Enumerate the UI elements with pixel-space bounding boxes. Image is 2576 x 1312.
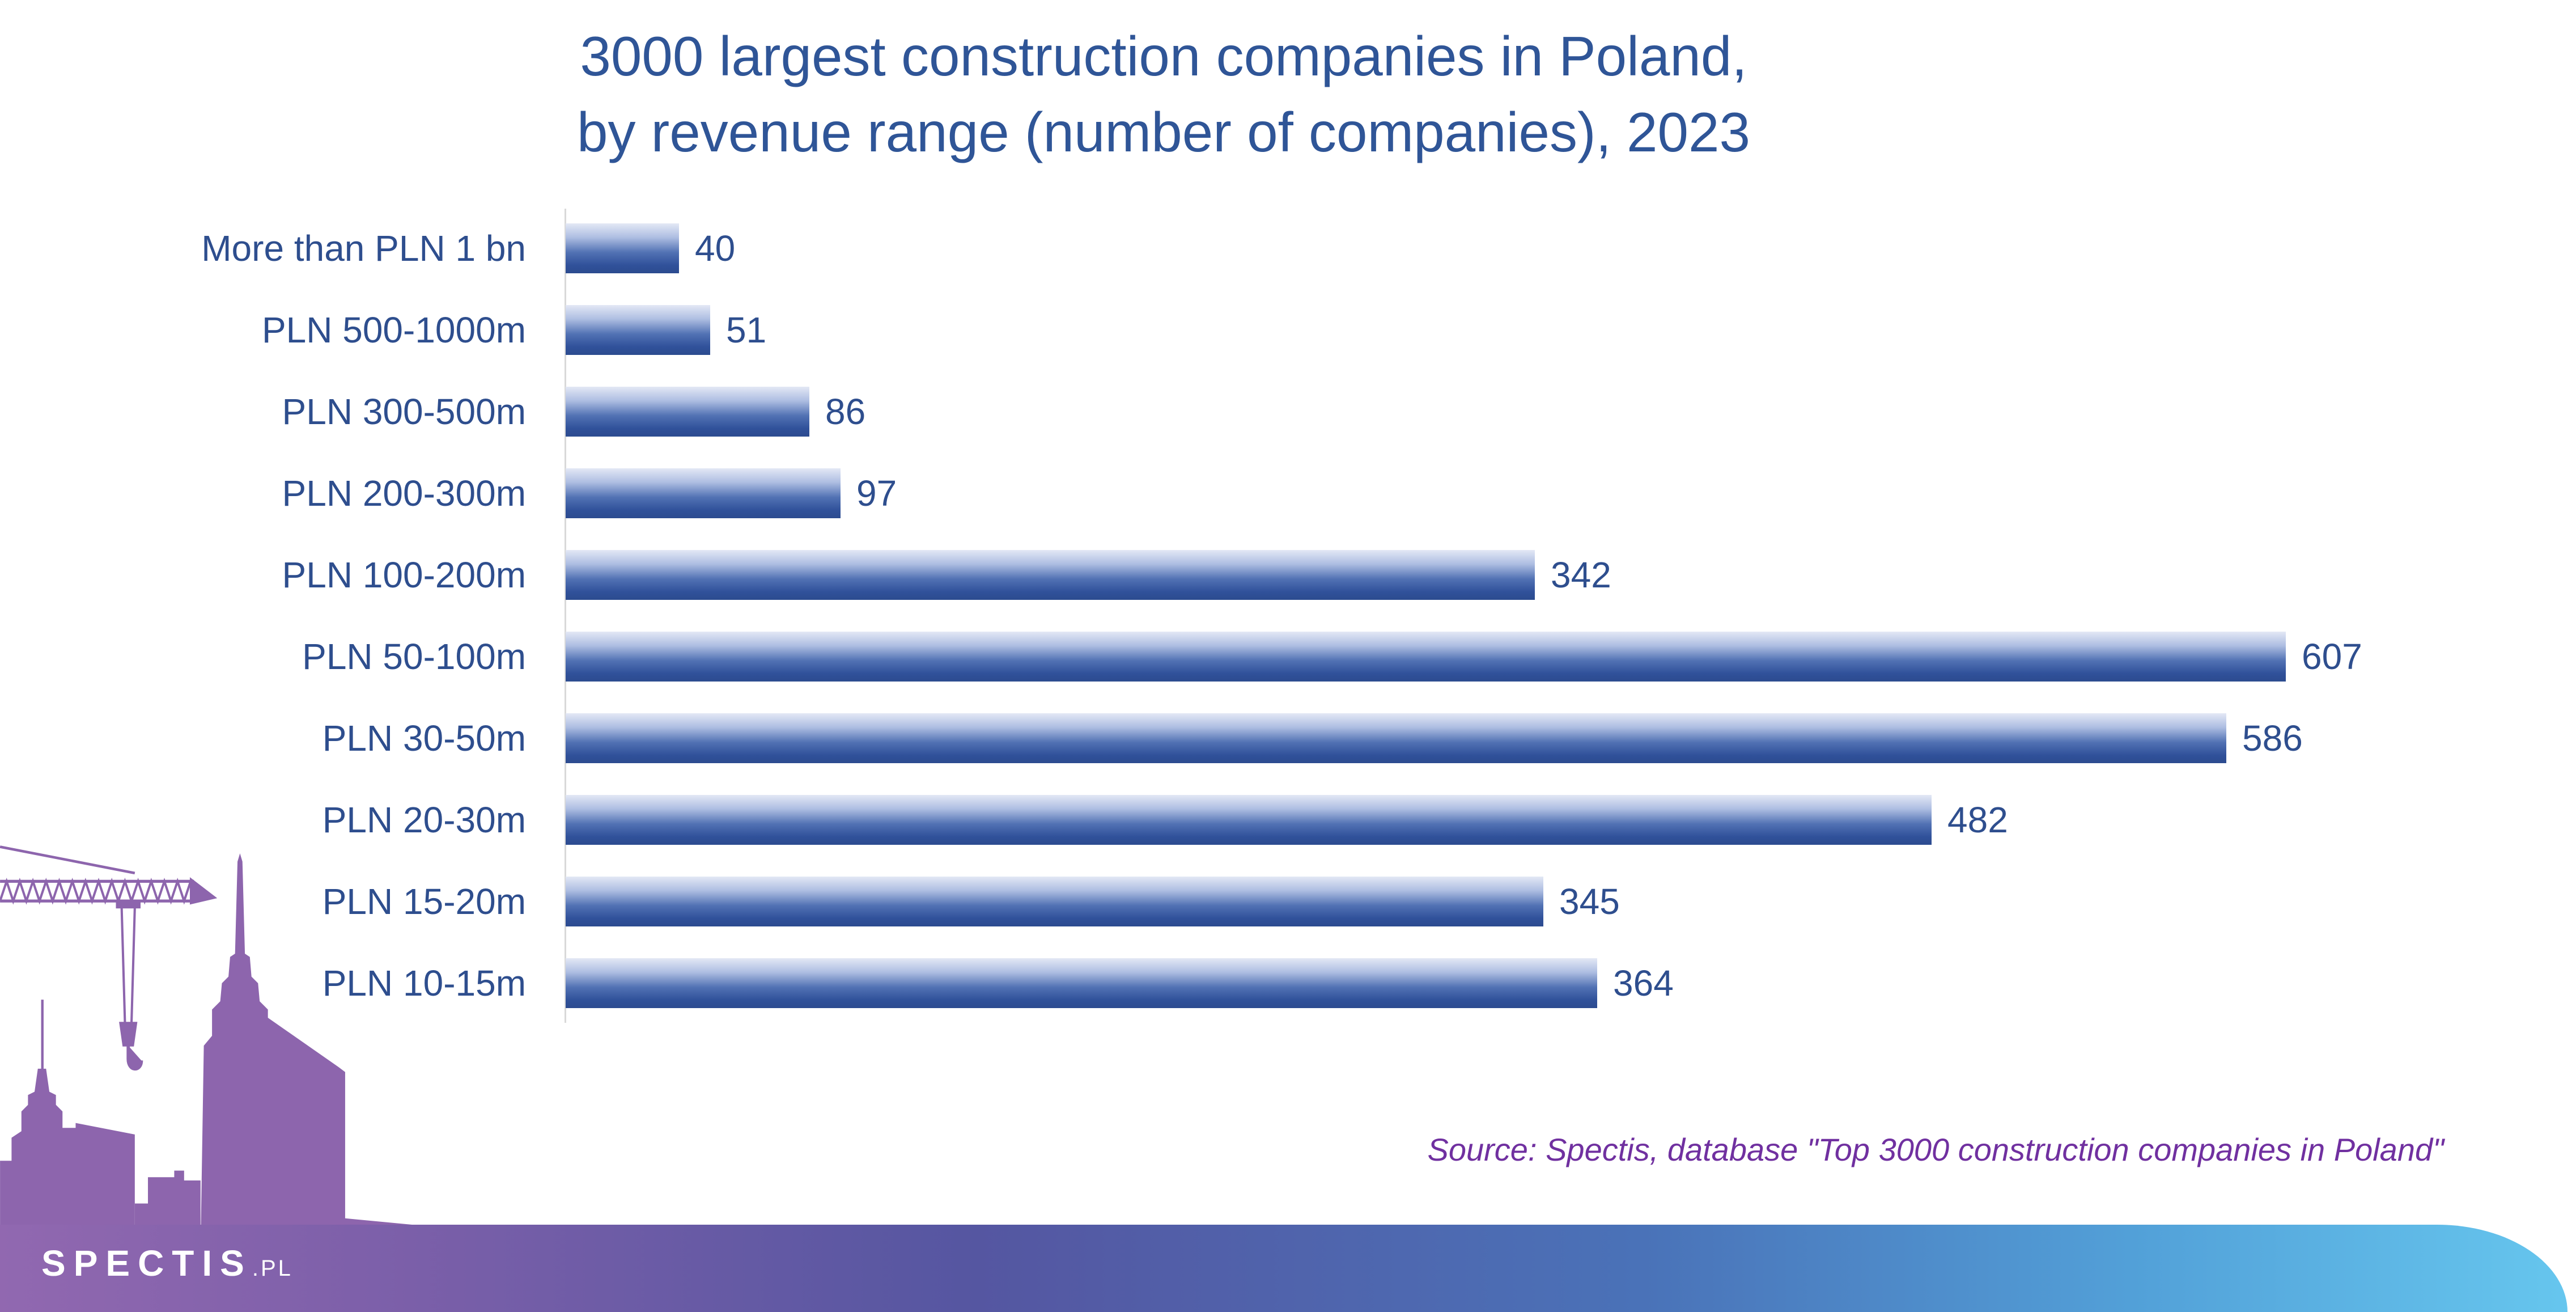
bar-chart: More than PLN 1 bn 40 PLN 500-1000m 51 PLN 3… [0, 208, 2576, 1024]
data-label: 97 [856, 473, 897, 514]
spectis-logo: SPECTIS.PL [41, 1245, 293, 1286]
chart-title: 3000 largest construction companies in P… [576, 25, 1751, 163]
bar [566, 958, 1597, 1008]
data-label: 40 [695, 228, 736, 269]
crane-trolley [116, 900, 141, 909]
data-label: 342 [1551, 555, 1611, 595]
data-label: 51 [726, 310, 767, 350]
footer-band [0, 1225, 2567, 1312]
category-label: PLN 200-300m [282, 473, 526, 514]
crane-hook [126, 1046, 143, 1071]
crane-cable [130, 907, 136, 1023]
crane-cable [120, 907, 126, 1023]
bar [566, 387, 809, 437]
data-label: 345 [1559, 881, 1620, 922]
bar-row: PLN 30-50m 586 [0, 697, 2576, 779]
category-label: PLN 30-50m [322, 718, 526, 759]
bar [566, 223, 679, 273]
bar-row: PLN 100-200m 342 [0, 534, 2576, 616]
bar-row: More than PLN 1 bn 40 [0, 208, 2576, 289]
crane-jib-lattice [0, 877, 192, 905]
bar-row: PLN 500-1000m 51 [0, 289, 2576, 371]
category-label: PLN 20-30m [322, 799, 526, 840]
skyline-tower [200, 853, 414, 1250]
bar [566, 795, 1932, 845]
bar [566, 713, 2226, 763]
source-note: Source: Spectis, database "Top 3000 cons… [1427, 1132, 2444, 1167]
logo-wordmark: SPECTIS [41, 1243, 252, 1284]
bar-row: PLN 50-100m 607 [0, 616, 2576, 697]
category-label: PLN 15-20m [322, 881, 526, 922]
data-label: 86 [825, 391, 866, 432]
bar [566, 877, 1543, 926]
skyline-building-left [0, 1000, 135, 1250]
bar-row: PLN 20-30m 482 [0, 779, 2576, 861]
bar-row: PLN 300-500m 86 [0, 371, 2576, 452]
bar [566, 550, 1535, 600]
category-label: More than PLN 1 bn [201, 228, 526, 269]
bar-row: PLN 15-20m 345 [0, 861, 2576, 942]
category-label: PLN 300-500m [282, 391, 526, 432]
crane-jib-tip [189, 877, 218, 905]
bar-row: PLN 200-300m 97 [0, 452, 2576, 534]
data-label: 607 [2302, 636, 2362, 677]
data-label: 482 [1947, 799, 2008, 840]
category-label: PLN 500-1000m [261, 310, 526, 350]
bar [566, 632, 2286, 682]
category-label: PLN 100-200m [282, 555, 526, 595]
logo-domain-suffix: .PL [252, 1256, 293, 1281]
data-label: 364 [1613, 963, 1674, 1004]
crane-tie-line [0, 845, 135, 875]
bar [566, 305, 710, 355]
data-label: 586 [2242, 718, 2303, 759]
bar-row: PLN 10-15m 364 [0, 942, 2576, 1024]
category-label: PLN 10-15m [322, 963, 526, 1004]
crane-icon [0, 845, 218, 1071]
category-axis-line [565, 209, 566, 1023]
crane-hook-block [119, 1022, 138, 1047]
bar [566, 468, 841, 518]
category-label: PLN 50-100m [302, 636, 526, 677]
